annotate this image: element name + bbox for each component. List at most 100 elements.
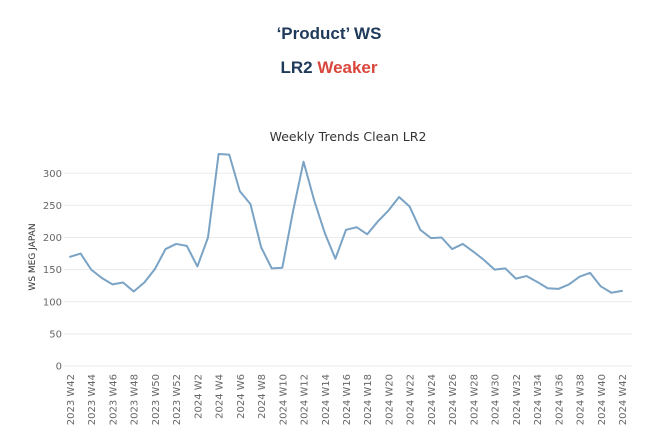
x-tick-label: 2024 W18 [363, 374, 374, 425]
data-point [386, 209, 390, 213]
x-tick-label: 2024 W30 [491, 374, 502, 425]
data-point [164, 247, 168, 251]
data-point [195, 264, 199, 268]
x-tick-label: 2024 W22 [406, 374, 417, 425]
data-point [132, 289, 136, 293]
x-tick-label: 2024 W12 [300, 374, 311, 425]
data-point [153, 267, 157, 271]
y-tick-label: 100 [43, 297, 62, 308]
y-axis: 0 50 100 150 200 250 300 [43, 169, 62, 373]
data-point [440, 236, 444, 240]
x-tick-label: 2023 W52 [172, 374, 183, 425]
data-point [567, 282, 571, 286]
data-point [503, 266, 507, 270]
x-tick-label: 2024 W16 [342, 374, 353, 425]
data-point [556, 287, 560, 291]
data-point [514, 277, 518, 281]
x-tick-label: 2024 W10 [278, 374, 289, 425]
page-title-text: ‘Product’ WS [276, 24, 382, 43]
x-tick-label: 2024 W20 [385, 374, 396, 425]
data-point [609, 291, 613, 295]
data-point [418, 228, 422, 232]
x-tick-label: 2024 W36 [554, 374, 565, 425]
x-tick-label: 2023 W48 [130, 374, 141, 425]
data-point [217, 152, 221, 156]
y-tick-label: 200 [43, 233, 62, 244]
page-title: ‘Product’ WS [0, 24, 658, 44]
data-point [471, 250, 475, 254]
y-tick-label: 0 [56, 362, 62, 373]
data-point [89, 268, 93, 272]
data-point [588, 271, 592, 275]
page-subtitle: LR2 Weaker [0, 58, 658, 78]
gridlines [64, 172, 632, 367]
data-point [493, 268, 497, 272]
data-point [68, 255, 72, 259]
data-point [535, 280, 539, 284]
data-point [142, 280, 146, 284]
x-tick-label: 2024 W14 [321, 374, 332, 425]
data-point [461, 242, 465, 246]
x-tick-label: 2023 W50 [151, 374, 162, 425]
x-tick-label: 2024 W28 [469, 374, 480, 425]
data-point [599, 284, 603, 288]
x-tick-label: 2024 W4 [215, 374, 226, 419]
data-point [546, 286, 550, 290]
data-point [280, 266, 284, 270]
x-tick-label: 2024 W26 [448, 374, 459, 425]
data-point [79, 252, 83, 256]
x-axis: 2023 W42 2023 W44 2023 W46 2023 W48 2023 W50… [66, 374, 629, 425]
series-group [68, 152, 624, 295]
data-point [302, 160, 306, 164]
data-point [376, 219, 380, 223]
y-axis-label: WS MEG JAPAN [28, 223, 38, 290]
data-point [312, 198, 316, 202]
data-point [248, 202, 252, 206]
x-tick-label: 2023 W46 [109, 374, 120, 425]
chart-title: Weekly Trends Clean LR2 [270, 129, 427, 144]
data-point [323, 231, 327, 235]
data-point [578, 275, 582, 279]
data-point [333, 257, 337, 261]
data-point [259, 245, 263, 249]
data-point [238, 189, 242, 193]
x-tick-label: 2024 W32 [512, 374, 523, 425]
data-point [185, 244, 189, 248]
x-tick-label: 2023 W42 [66, 374, 77, 425]
data-point [365, 232, 369, 236]
series-line [69, 152, 623, 294]
data-point [270, 266, 274, 270]
x-tick-label: 2024 W8 [257, 374, 268, 419]
data-point [408, 205, 412, 209]
data-point [524, 274, 528, 278]
x-tick-label: 2024 W24 [427, 374, 438, 425]
x-tick-label: 2023 W44 [87, 374, 98, 425]
x-tick-label: 2024 W2 [193, 374, 204, 419]
data-point [121, 280, 125, 284]
data-point [355, 225, 359, 229]
y-tick-label: 300 [43, 169, 62, 180]
x-tick-label: 2024 W38 [576, 374, 587, 425]
y-tick-label: 150 [43, 265, 62, 276]
data-point [482, 258, 486, 262]
subtitle-route: LR2 [280, 58, 313, 77]
data-point [291, 210, 295, 214]
y-tick-label: 50 [49, 329, 62, 340]
x-tick-label: 2024 W6 [236, 374, 247, 419]
data-point [100, 276, 104, 280]
data-point [620, 289, 624, 293]
data-point [397, 195, 401, 199]
y-tick-label: 250 [43, 201, 62, 212]
data-point [429, 236, 433, 240]
subtitle-trend: Weaker [317, 58, 378, 77]
data-point [344, 228, 348, 232]
x-tick-label: 2024 W34 [533, 374, 544, 425]
data-point [110, 282, 114, 286]
data-point [206, 236, 210, 240]
data-point [174, 242, 178, 246]
data-point [450, 247, 454, 251]
x-tick-label: 2024 W40 [597, 374, 608, 425]
x-tick-label: 2024 W42 [618, 374, 629, 425]
data-point [227, 153, 231, 157]
